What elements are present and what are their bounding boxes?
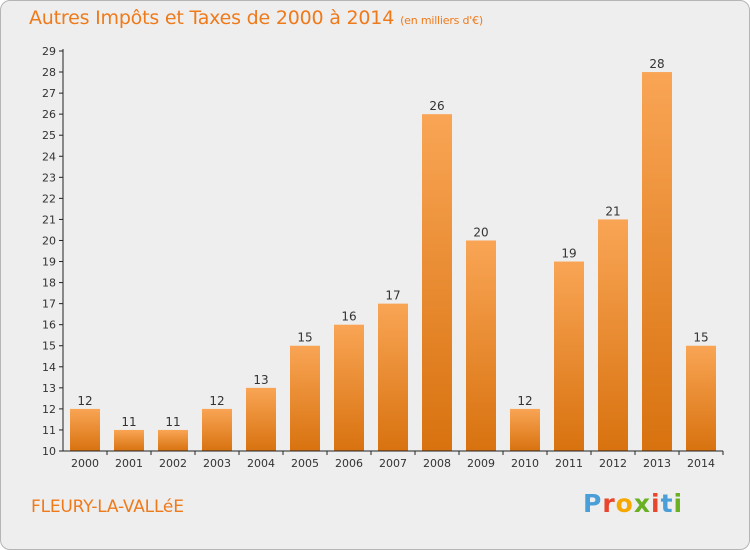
- bar: [334, 324, 364, 451]
- bar-value-label: 11: [165, 415, 180, 429]
- bar: [686, 345, 716, 451]
- bar-value-label: 26: [429, 99, 444, 113]
- x-tick-label: 2001: [115, 457, 143, 470]
- y-tick-label: 26: [42, 108, 56, 121]
- proxiti-logo[interactable]: Proxiti: [583, 489, 683, 518]
- y-tick-label: 14: [42, 361, 56, 374]
- bar: [114, 429, 144, 451]
- x-tick-label: 2007: [379, 457, 407, 470]
- bar: [246, 387, 276, 451]
- bar-value-label: 28: [649, 57, 664, 71]
- y-tick-label: 13: [42, 382, 56, 395]
- x-tick-label: 2006: [335, 457, 363, 470]
- y-tick-label: 11: [42, 424, 56, 437]
- y-tick-label: 19: [42, 256, 56, 269]
- logo-letter: r: [602, 489, 616, 518]
- y-tick-label: 20: [42, 234, 56, 247]
- bar: [466, 240, 496, 451]
- x-tick-label: 2009: [467, 457, 495, 470]
- x-tick-label: 2014: [687, 457, 715, 470]
- bar-value-label: 21: [605, 204, 620, 218]
- chart-title: Autres Impôts et Taxes de 2000 à 2014 (en…: [29, 7, 483, 29]
- y-tick-label: 18: [42, 277, 56, 290]
- y-tick-label: 25: [42, 129, 56, 142]
- x-tick-label: 2000: [71, 457, 99, 470]
- logo-letter: x: [633, 489, 651, 518]
- bars: 12 11 11 12 13 15 16 17 26 20 12 19 21 28 15: [70, 57, 716, 451]
- bar-value-label: 11: [121, 415, 136, 429]
- bar: [158, 429, 188, 451]
- bar-value-label: 19: [561, 247, 576, 261]
- logo-letter: o: [615, 489, 634, 518]
- x-tick-label: 2005: [291, 457, 319, 470]
- y-tick-label: 21: [42, 213, 56, 226]
- y-tick-label: 17: [42, 298, 56, 311]
- bar-value-label: 15: [693, 331, 708, 345]
- y-tick-label: 24: [42, 150, 56, 163]
- x-tick-label: 2010: [511, 457, 539, 470]
- y-tick-label: 12: [42, 403, 56, 416]
- bar-value-label: 15: [297, 331, 312, 345]
- x-tick-label: 2003: [203, 457, 231, 470]
- bar: [642, 72, 672, 451]
- y-tick-label: 28: [42, 66, 56, 79]
- y-tick-label: 16: [42, 319, 56, 332]
- bar: [202, 408, 232, 451]
- x-tick-label: 2011: [555, 457, 583, 470]
- logo-letter: P: [583, 489, 603, 518]
- location-label: FLEURY-LA-VALLéE: [31, 497, 184, 517]
- y-tick-label: 29: [42, 45, 56, 58]
- x-tick-label: 2012: [599, 457, 627, 470]
- logo-letter: i: [673, 489, 684, 518]
- bar: [598, 219, 628, 451]
- logo-letter: i: [651, 489, 661, 518]
- bar: [70, 408, 100, 451]
- logo-letter: t: [660, 489, 674, 518]
- x-tick-label: 2013: [643, 457, 671, 470]
- y-tick-label: 22: [42, 192, 56, 205]
- chart-subtitle: (en milliers d'€): [400, 14, 483, 27]
- bar-value-label: 12: [209, 394, 224, 408]
- bar: [378, 303, 408, 451]
- bar: [510, 408, 540, 451]
- bar-value-label: 17: [385, 289, 400, 303]
- bar: [290, 345, 320, 451]
- y-tick-label: 27: [42, 87, 56, 100]
- y-axis: 10 11 12 13 14 15 16 17 18 19 20 21 22 23 24 25 26 27 28 29: [42, 45, 64, 458]
- chart-title-text: Autres Impôts et Taxes de 2000 à 2014: [29, 7, 395, 29]
- bar-value-label: 16: [341, 310, 356, 324]
- bar: [422, 114, 452, 451]
- y-tick-label: 15: [42, 340, 56, 353]
- y-tick-label: 23: [42, 171, 56, 184]
- x-tick-label: 2004: [247, 457, 275, 470]
- bar-value-label: 12: [77, 394, 92, 408]
- x-tick-label: 2002: [159, 457, 187, 470]
- bar-value-label: 12: [517, 394, 532, 408]
- x-axis: 2000 2001 2002 2003 2004 2005 2006 2007 2008 2009…: [63, 450, 724, 470]
- x-tick-label: 2008: [423, 457, 451, 470]
- bar-value-label: 13: [253, 373, 268, 387]
- bar-value-label: 20: [473, 225, 488, 239]
- y-tick-label: 10: [42, 445, 56, 458]
- bar: [554, 261, 584, 451]
